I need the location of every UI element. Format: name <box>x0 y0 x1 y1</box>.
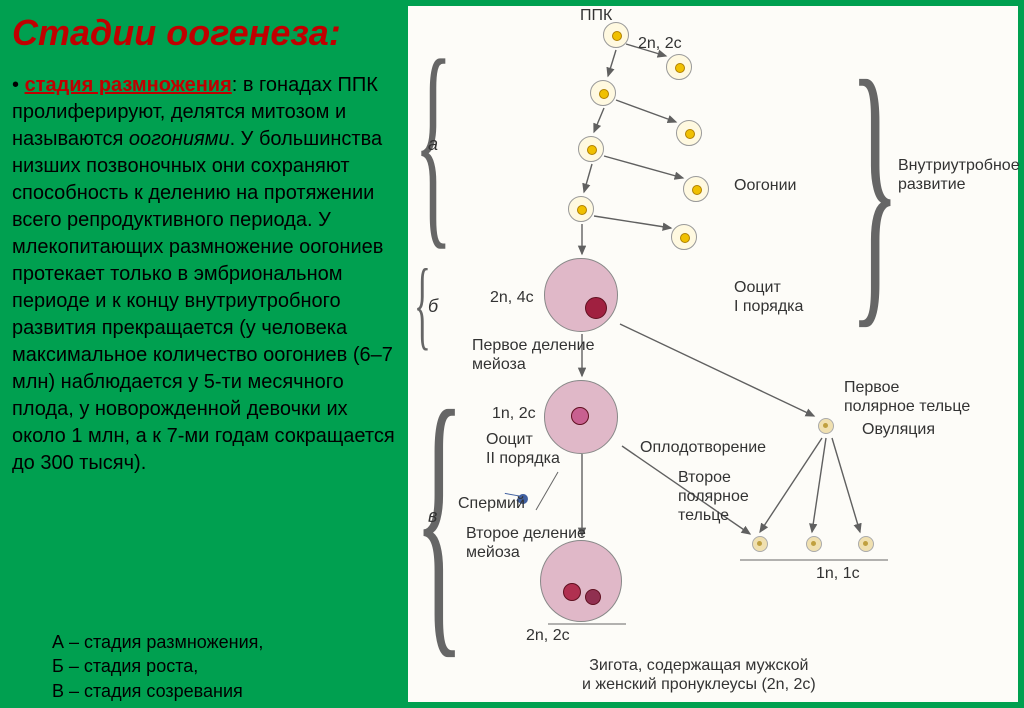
lbl-intrauterine: Внутриутробное развитие <box>898 156 1020 194</box>
oogonium-cell <box>666 54 692 80</box>
legend-b: Б – стадия роста, <box>52 654 263 678</box>
oocyte-1-cell <box>544 258 618 332</box>
page-title: Стадии оогенеза: <box>12 12 402 54</box>
lbl-polar1: Первое полярное тельце <box>844 378 970 416</box>
stage-v: в <box>428 506 437 527</box>
legend-a: А – стадия размножения, <box>52 630 263 654</box>
brace-v: { <box>414 366 464 666</box>
lbl-zygote: Зигота, содержащая мужской и женский про… <box>582 656 816 694</box>
lbl-1n1c: 1n, 1c <box>816 564 860 583</box>
polar-body <box>818 418 834 434</box>
oogonium-cell <box>676 120 702 146</box>
lbl-2n2c-bot: 2n, 2c <box>526 626 570 645</box>
polar-body <box>752 536 768 552</box>
oogonium-cell <box>683 176 709 202</box>
lbl-2n4c: 2n, 4c <box>490 288 534 307</box>
lbl-oocyte2: Ооцит II порядка <box>486 430 560 468</box>
oogonium-cell <box>671 224 697 250</box>
text-panel: Стадии оогенеза: • стадия размножения: в… <box>12 12 402 477</box>
italic-term: оогониями <box>129 128 230 150</box>
diagram-panel: { а { б { в } ППК 2n, 2c Оогонии Внутриу… <box>408 6 1018 702</box>
lbl-2n2c-top: 2n, 2c <box>638 34 682 53</box>
lbl-1n2c: 1n, 2c <box>492 404 536 423</box>
oogonium-cell <box>568 196 594 222</box>
lbl-oocyte1: Ооцит I порядка <box>734 278 803 316</box>
lbl-oogonia: Оогонии <box>734 176 796 195</box>
lbl-ppk: ППК <box>580 6 612 25</box>
stage-a: а <box>428 134 438 155</box>
polar-body <box>806 536 822 552</box>
legend-c: В – стадия созревания <box>52 679 263 703</box>
body-rest: . У большинства низших позвоночных они с… <box>12 128 395 474</box>
lbl-ovulation: Овуляция <box>862 420 935 439</box>
oogonium-cell <box>603 22 629 48</box>
oogonium-cell <box>590 80 616 106</box>
lbl-div2: Второе деление мейоза <box>466 524 586 562</box>
lbl-div1: Первое деление мейоза <box>472 336 594 374</box>
brace-right: } <box>850 36 900 336</box>
oogonium-cell <box>578 136 604 162</box>
lbl-sperm: Спермий <box>458 494 525 513</box>
body-text: • стадия размножения: в гонадах ППК прол… <box>12 72 402 477</box>
lbl-fert: Оплодотворение <box>640 438 766 457</box>
subtitle: стадия размножения <box>25 74 232 96</box>
lbl-polar2: Второе полярное тельце <box>678 468 749 526</box>
polar-body <box>858 536 874 552</box>
stage-b: б <box>428 296 438 317</box>
legend: А – стадия размножения, Б – стадия роста… <box>52 630 263 703</box>
